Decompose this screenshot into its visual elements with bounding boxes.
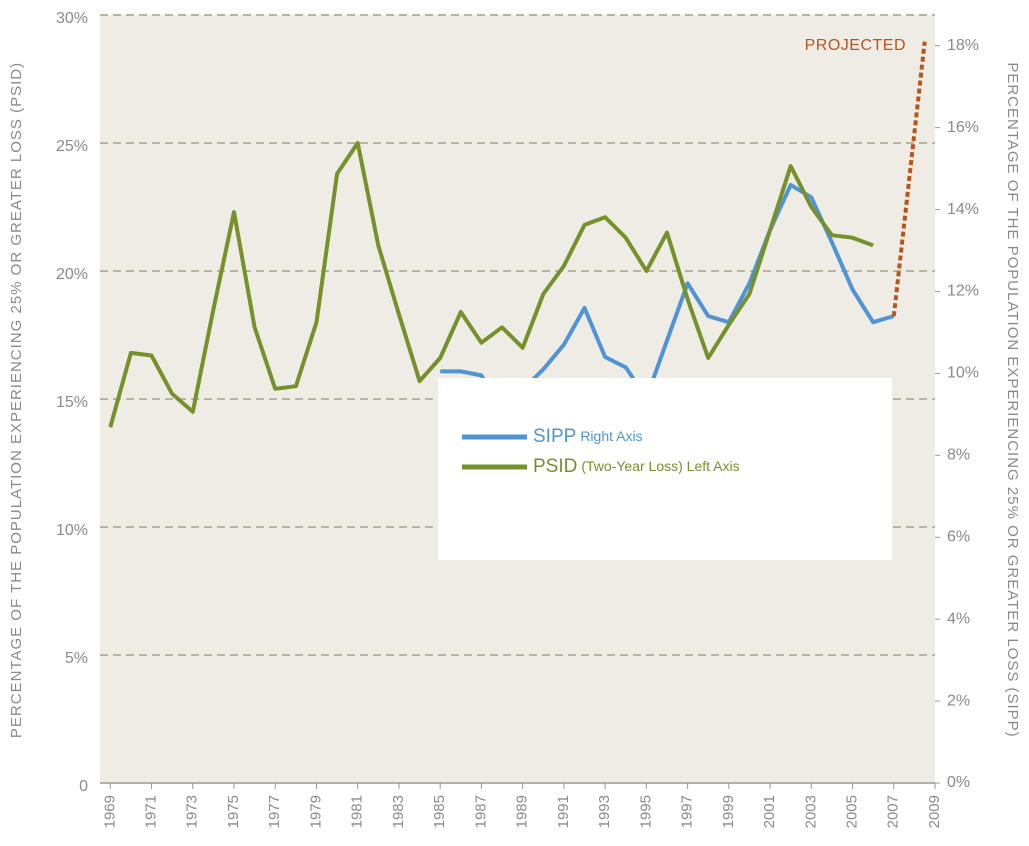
y-axis-title: PERCENTAGE OF THE POPULATION EXPERIENCIN…: [8, 62, 25, 738]
y-tick-label: 30%: [56, 10, 88, 27]
x-tick-label: 1969: [101, 795, 118, 828]
x-tick-label: 1997: [679, 795, 696, 828]
x-tick-label: 1977: [266, 795, 283, 828]
y-tick-label: 0: [79, 778, 88, 795]
legend-name: PSID: [533, 456, 577, 477]
x-tick-label: 1975: [225, 795, 242, 828]
y2-tick-label: 8%: [947, 447, 970, 464]
legend-entry: SIPP Right Axis: [533, 426, 643, 447]
x-tick-label: 2001: [761, 795, 778, 828]
x-tick-label: 1971: [143, 795, 160, 828]
y2-tick-label: 14%: [947, 201, 979, 218]
x-tick-label: 1991: [555, 795, 572, 828]
y-tick-label: 25%: [56, 138, 88, 155]
x-tick-label: 1989: [514, 795, 531, 828]
legend-note: (Two-Year Loss) Left Axis: [581, 458, 739, 474]
projection-line: [891, 41, 927, 317]
y2-tick-label: 6%: [947, 528, 970, 545]
x-tick-label: 2009: [926, 795, 943, 828]
x-tick-label: 1973: [184, 795, 201, 828]
x-tick-label: 1995: [637, 795, 654, 828]
x-tick-label: 1999: [720, 795, 737, 828]
projection-label: PROJECTED: [805, 37, 906, 54]
x-tick-label: 1979: [307, 795, 324, 828]
x-tick-label: 1981: [349, 795, 366, 828]
y2-tick-label: 0%: [947, 774, 970, 791]
x-tick-label: 1993: [596, 795, 613, 828]
y-tick-label: 15%: [56, 394, 88, 411]
y2-tick-label: 12%: [947, 283, 979, 300]
x-tick-label: 1985: [431, 795, 448, 828]
y-tick-label: 20%: [56, 266, 88, 283]
y2-tick-label: 10%: [947, 365, 979, 382]
y2-tick-label: 4%: [947, 610, 970, 627]
series-line: [108, 141, 874, 428]
x-tick-label: 2007: [885, 795, 902, 828]
x-tick-label: 2005: [843, 795, 860, 828]
legend-entry: PSID (Two-Year Loss) Left Axis: [533, 456, 740, 477]
y2-tick-label: 18%: [947, 37, 979, 54]
y2-tick-label: 2%: [947, 692, 970, 709]
y-tick-label: 5%: [65, 650, 88, 667]
x-tick-label: 1987: [472, 795, 489, 828]
y2-tick-label: 16%: [947, 119, 979, 136]
legend-name: SIPP: [533, 426, 576, 447]
y-tick-label: 10%: [56, 522, 88, 539]
y2-axis-title: PERCENTAGE OF THE POPULATION EXPERIENCIN…: [1004, 62, 1021, 737]
x-tick-label: 1983: [390, 795, 407, 828]
x-tick-label: 2003: [802, 795, 819, 828]
legend-note: Right Axis: [580, 428, 642, 444]
